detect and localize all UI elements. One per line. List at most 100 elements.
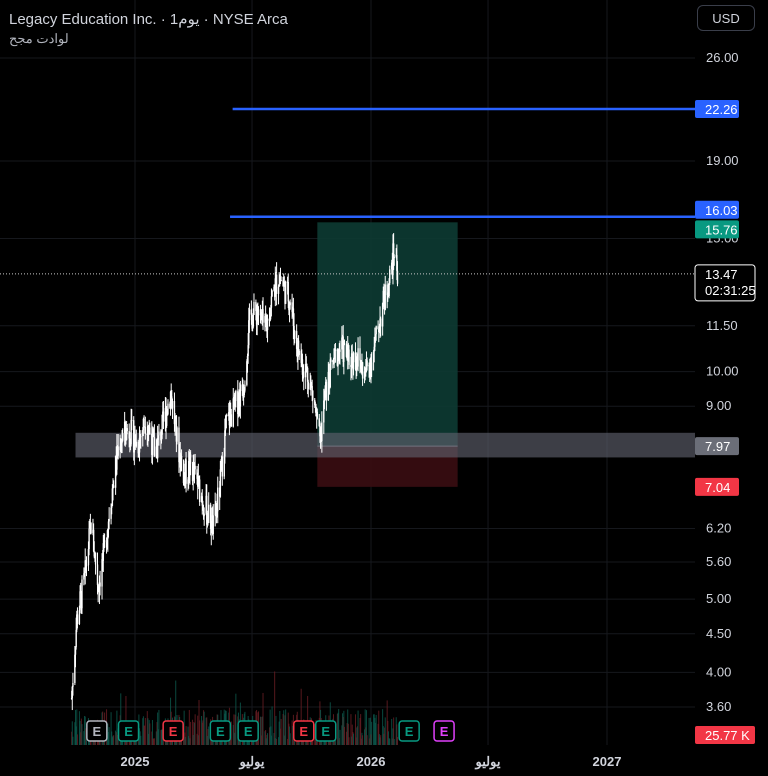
candle-body: [126, 428, 128, 432]
volume-bar: [219, 738, 221, 745]
volume-bar: [278, 737, 280, 745]
candle-body: [101, 559, 103, 587]
y-tick-label: 10.00: [706, 364, 739, 379]
volume-bar: [379, 737, 381, 745]
candle-body: [88, 528, 90, 550]
candle-body: [289, 302, 291, 306]
volume-bar: [356, 726, 358, 745]
volume-bar: [157, 712, 159, 745]
earnings-marker-letter: E: [244, 724, 253, 739]
candle-body: [250, 309, 253, 315]
volume-bar: [111, 737, 113, 745]
volume-bar: [312, 738, 314, 745]
candle-body: [87, 549, 90, 566]
volume-bar: [205, 717, 207, 745]
candle-body: [147, 430, 149, 435]
horizontal-lines[interactable]: [0, 107, 695, 275]
candle-body: [274, 278, 277, 297]
candle-body: [142, 430, 144, 437]
candle-body: [74, 647, 77, 655]
volume-bar: [353, 733, 355, 745]
volume-bar: [284, 715, 286, 745]
candle-body: [330, 359, 332, 362]
candle-body: [94, 552, 97, 565]
volume-bar: [80, 718, 82, 745]
volume-bar: [129, 738, 131, 745]
volume-bar: [185, 726, 187, 745]
candle-body: [89, 522, 91, 529]
currency-button[interactable]: USD: [697, 5, 755, 31]
candle-body: [396, 270, 399, 284]
volume-bar: [355, 737, 357, 745]
volume-bar: [375, 714, 377, 745]
candle-body: [354, 352, 357, 363]
candle-body: [248, 309, 251, 321]
earnings-marker: [117, 720, 140, 742]
earnings-marker-letter: E: [169, 724, 178, 739]
volume-bar: [143, 725, 145, 745]
candle-body: [251, 326, 254, 329]
volume-bar: [364, 729, 366, 745]
candle-body: [221, 456, 223, 477]
volume-bar: [148, 733, 150, 745]
volume-bar: [341, 725, 343, 745]
volume-bar: [139, 728, 141, 745]
candle-body: [275, 274, 278, 294]
volume-bar: [175, 680, 177, 745]
price-label-text: 7.04: [705, 480, 730, 495]
symbol-title[interactable]: Legacy Education Inc. · 1يوم · NYSE Arca: [9, 11, 288, 28]
earnings-marker: [209, 720, 232, 742]
last-price-value: 13.47: [705, 267, 738, 282]
y-tick-label: 9.00: [706, 398, 731, 413]
candle-body: [180, 456, 182, 468]
volume-bar: [375, 722, 377, 745]
candle-body: [161, 414, 163, 435]
candle-body: [209, 504, 212, 530]
candle-body: [70, 698, 73, 700]
volume-bar: [262, 692, 264, 745]
candle-body: [242, 394, 245, 398]
candle-body: [122, 433, 124, 441]
volume-bar: [391, 718, 393, 745]
volume-bar: [84, 716, 86, 745]
candle-body: [198, 479, 201, 503]
volume-bar: [84, 716, 86, 745]
time-axis[interactable]: 2025 يوليو 2026 يوليو 2027: [121, 754, 622, 770]
candle-body: [76, 614, 79, 625]
y-tick-label: 11.50: [706, 318, 738, 333]
volume-bar: [108, 727, 110, 745]
candle-body: [324, 388, 326, 401]
volume-bar: [360, 714, 362, 745]
candle-body: [345, 343, 348, 357]
candle-body: [372, 351, 375, 363]
candle-body: [217, 487, 219, 512]
candle-body: [379, 318, 382, 327]
candle-body: [297, 340, 300, 355]
volume-bar: [287, 738, 289, 745]
earnings-marker: [293, 720, 315, 742]
volume-bar: [140, 735, 142, 745]
volume-bar: [342, 717, 344, 745]
price-axis[interactable]: 26.0019.0015.0011.5010.009.006.205.605.0…: [706, 50, 739, 714]
candle-body: [107, 521, 110, 529]
candle-body: [170, 391, 172, 397]
volume-bar: [260, 716, 262, 745]
volume-bar: [338, 738, 340, 745]
volume-bar: [269, 709, 271, 745]
volume-bar: [147, 718, 149, 745]
candle-body: [74, 654, 76, 683]
candle-body: [329, 359, 331, 388]
candle-body: [85, 560, 87, 567]
candle-body: [147, 429, 150, 431]
volume-bar: [283, 735, 285, 745]
candle-body: [129, 444, 132, 447]
candle-body: [169, 391, 172, 408]
candle-body: [124, 421, 127, 435]
candle-body: [315, 406, 317, 417]
candle-body: [135, 441, 137, 447]
volume-bar: [81, 724, 83, 745]
candle-body: [149, 427, 151, 434]
price-label-box: [695, 437, 739, 456]
